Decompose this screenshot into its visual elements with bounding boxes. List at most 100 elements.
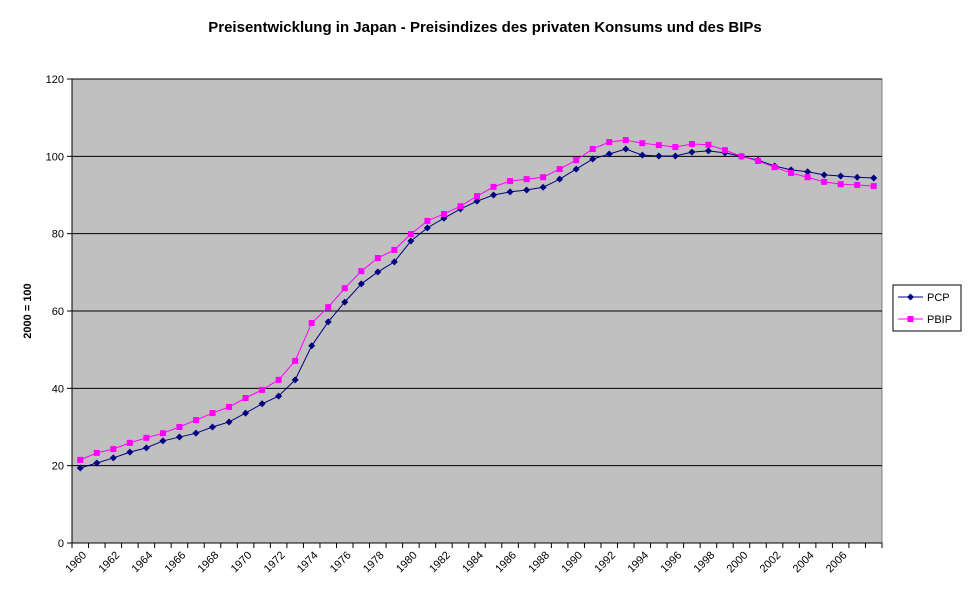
marker (556, 175, 564, 183)
x-tick-label: 1980 (394, 549, 420, 575)
marker (457, 203, 464, 210)
marker (275, 376, 282, 383)
marker (93, 449, 100, 456)
x-tick-label: 1960 (63, 549, 89, 575)
marker (357, 280, 365, 288)
x-tick-label: 1962 (96, 549, 122, 575)
marker (540, 174, 547, 181)
marker (423, 224, 431, 232)
marker (242, 409, 250, 417)
marker (622, 137, 629, 144)
marker (374, 268, 382, 276)
marker (159, 430, 166, 437)
marker (605, 150, 613, 158)
marker (837, 172, 845, 180)
marker (192, 429, 200, 437)
x-tick-label: 1988 (526, 549, 552, 575)
marker (490, 183, 497, 190)
marker (573, 157, 580, 164)
x-tick-label: 1972 (262, 549, 288, 575)
marker (308, 342, 316, 350)
marker (142, 444, 150, 452)
marker (391, 246, 398, 253)
marker (209, 423, 217, 431)
marker (473, 197, 481, 205)
marker (639, 140, 646, 147)
marker (738, 153, 745, 160)
y-tick-label: 80 (52, 229, 64, 241)
marker (704, 147, 712, 155)
marker (507, 178, 514, 185)
marker (821, 178, 828, 185)
x-tick-label: 2000 (725, 549, 751, 575)
marker (258, 400, 266, 408)
legend: PCP PBIP (892, 284, 962, 332)
marker (341, 285, 348, 292)
legend-box (892, 284, 962, 332)
marker (688, 140, 695, 147)
y-tick-label: 120 (46, 74, 64, 86)
marker (407, 231, 414, 238)
marker (870, 174, 878, 182)
x-tick-label: 1984 (460, 549, 486, 575)
x-tick-label: 1986 (493, 549, 519, 575)
marker (721, 147, 728, 154)
marker (655, 142, 662, 149)
marker (175, 433, 183, 441)
marker (358, 268, 365, 275)
x-tick-label: 1994 (625, 549, 651, 575)
marker (837, 181, 844, 188)
marker (308, 319, 315, 326)
marker (523, 186, 531, 194)
x-tick-label: 1998 (692, 549, 718, 575)
legend-label: PCP (927, 292, 950, 304)
marker (93, 459, 101, 467)
marker (192, 417, 199, 424)
marker (523, 176, 530, 183)
marker (225, 418, 233, 426)
marker (820, 171, 828, 179)
marker (176, 424, 183, 430)
marker (907, 293, 914, 301)
y-tick-label: 0 (58, 538, 64, 550)
marker (771, 164, 778, 171)
marker (622, 145, 630, 153)
y-tick-label: 60 (52, 306, 64, 318)
marker (143, 434, 150, 441)
x-tick-label: 1978 (361, 549, 387, 575)
marker (474, 193, 480, 200)
marker (506, 188, 514, 196)
marker (126, 448, 134, 456)
x-tick-label: 2002 (758, 549, 784, 575)
marker (291, 376, 299, 384)
marker (539, 183, 547, 191)
marker (788, 169, 795, 176)
marker (390, 258, 398, 266)
chart-title: Preisentwicklung in Japan - Preisindizes… (208, 19, 761, 36)
marker (226, 403, 233, 410)
marker (209, 410, 216, 417)
y-tick-label: 20 (52, 461, 64, 473)
x-tick-label: 1976 (328, 549, 354, 575)
x-tick-label: 1968 (196, 549, 222, 575)
x-tick-label: 2004 (791, 549, 817, 575)
marker (242, 395, 249, 401)
marker (907, 316, 914, 322)
marker (589, 145, 596, 152)
x-tick-label: 1990 (559, 549, 585, 575)
marker (606, 139, 613, 146)
y-axis-label: 2000 = 100 (22, 283, 34, 338)
marker (671, 152, 679, 160)
marker (341, 298, 349, 306)
series (77, 137, 877, 463)
x-tick-label: 1970 (229, 549, 255, 575)
marker (374, 255, 381, 262)
x-tick-label: 2006 (824, 549, 850, 575)
marker (324, 318, 332, 326)
marker (109, 454, 117, 462)
marker (804, 174, 811, 181)
marker (325, 304, 332, 311)
marker (259, 386, 266, 393)
marker (572, 165, 580, 173)
